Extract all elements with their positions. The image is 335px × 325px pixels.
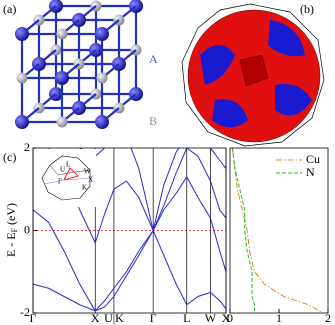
y-axis-label: E - EF (eV) (4, 203, 19, 257)
atom (55, 71, 69, 85)
inset-label: U (60, 166, 65, 174)
panel-label: (a) (3, 2, 16, 16)
crystal-structure (15, 0, 143, 129)
atom (95, 115, 109, 129)
fermi-surface (181, 3, 325, 147)
y-axis-label-unit: (eV) (4, 203, 18, 228)
x-tick-label: L (183, 311, 190, 325)
panel-label: (b) (300, 2, 314, 16)
plot-frame (32, 147, 227, 314)
band-plot: Γ X U|K Γ L W X-202 (20, 140, 231, 325)
x-tick-label: U|K (104, 311, 124, 325)
x-tick-label: 0 (227, 311, 233, 325)
y-tick-label: 2 (24, 140, 30, 154)
dos-curves (231, 148, 324, 313)
brillouin-inset (34, 149, 96, 207)
inset-label: Γ (58, 178, 62, 186)
inset-label: L (66, 161, 70, 169)
plot-frame (229, 147, 329, 314)
x-tick-label: W (205, 311, 217, 325)
x-tick-label: 2 (325, 311, 331, 325)
site-label: A (149, 52, 158, 66)
band (78, 148, 226, 231)
inset-label: K (82, 184, 87, 192)
x-tick-label: Γ (30, 311, 37, 325)
inset-label: X (88, 176, 93, 184)
atom (56, 28, 68, 40)
inset-label: W (84, 168, 91, 176)
legend-label: Cu (306, 152, 320, 166)
atom (56, 116, 68, 128)
y-tick-label: -2 (20, 305, 30, 319)
atom (15, 115, 29, 129)
atom (95, 27, 109, 41)
atom (96, 72, 108, 84)
x-tick-label: Γ (150, 311, 157, 325)
dos-plot: 0 1 2 CuN (227, 147, 331, 325)
x-tick-label: 1 (276, 311, 282, 325)
band (33, 175, 226, 312)
dos-curve (231, 148, 324, 313)
dos-curve (231, 148, 255, 313)
x-tick-label: X (222, 311, 231, 325)
band (33, 229, 226, 312)
y-axis-label-sub: F (10, 227, 19, 232)
atom (16, 72, 28, 84)
site-label: B (149, 114, 157, 128)
y-tick-label: 0 (24, 222, 30, 236)
legend-label: N (306, 165, 315, 179)
y-axis-label-main: E - E (4, 232, 18, 257)
panel-label: (c) (3, 150, 16, 164)
atom (15, 27, 29, 41)
x-tick-label: X (91, 311, 100, 325)
